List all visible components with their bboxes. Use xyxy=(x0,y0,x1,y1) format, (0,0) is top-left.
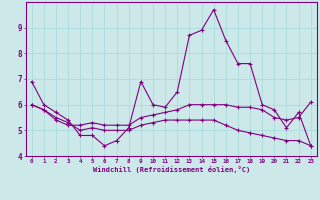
X-axis label: Windchill (Refroidissement éolien,°C): Windchill (Refroidissement éolien,°C) xyxy=(92,166,250,173)
